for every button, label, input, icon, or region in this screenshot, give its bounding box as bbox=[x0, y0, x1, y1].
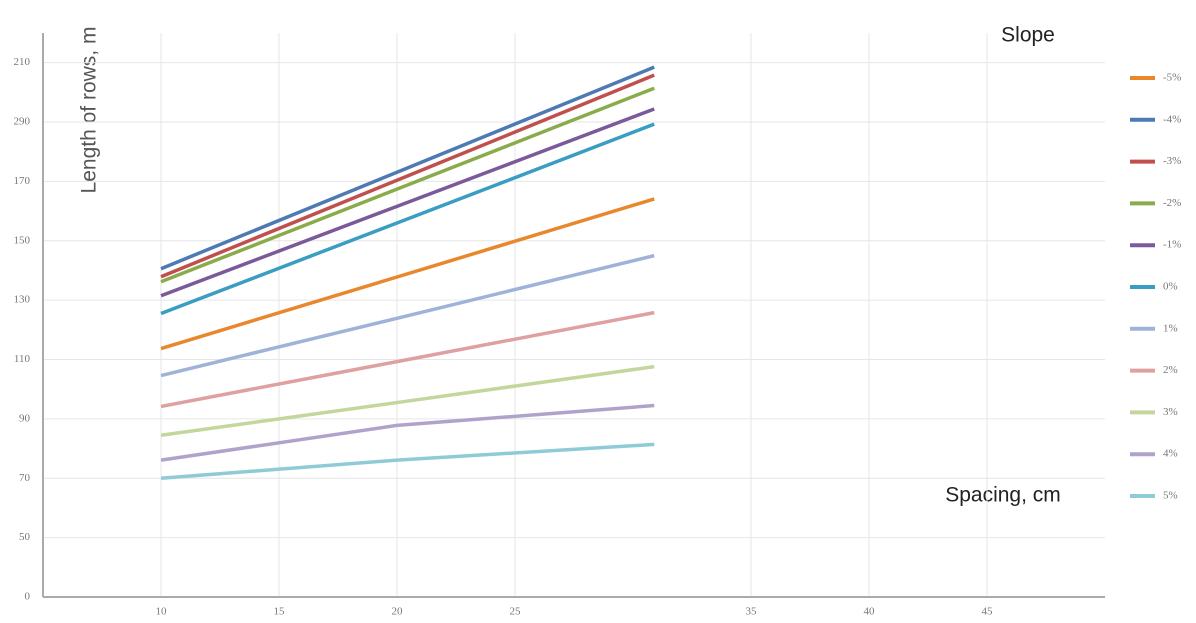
legend-label: 4% bbox=[1163, 448, 1178, 460]
legend-label: -5% bbox=[1163, 72, 1181, 84]
legend-label: 0% bbox=[1163, 281, 1178, 293]
x-tick-label: 40 bbox=[864, 606, 876, 618]
series-line bbox=[160, 86, 655, 284]
y-tick-label: 50 bbox=[19, 531, 31, 543]
y-tick-label: 90 bbox=[19, 412, 31, 424]
y-origin-label: 0 bbox=[25, 591, 31, 603]
x-tick-label: 15 bbox=[274, 606, 286, 618]
legend-label: 3% bbox=[1163, 406, 1178, 418]
x-tick-label: 45 bbox=[982, 606, 994, 618]
series-line bbox=[160, 107, 655, 298]
x-tick-label: 10 bbox=[156, 606, 168, 618]
x-tick-label: 25 bbox=[510, 606, 522, 618]
y-tick-label: 70 bbox=[19, 472, 31, 484]
y-tick-label: 110 bbox=[14, 353, 31, 365]
series-line bbox=[160, 442, 655, 481]
y-axis-label: Length of rows, m bbox=[78, 27, 101, 194]
legend-label: 1% bbox=[1163, 322, 1178, 334]
series-line bbox=[160, 310, 655, 409]
x-axis-label: Spacing, cm bbox=[945, 484, 1061, 507]
y-tick-label: 130 bbox=[14, 294, 31, 306]
x-tick-label: 20 bbox=[392, 606, 404, 618]
series-line bbox=[160, 122, 655, 316]
legend-label: -2% bbox=[1163, 197, 1181, 209]
y-tick-label: 290 bbox=[14, 116, 31, 128]
series-line bbox=[160, 73, 655, 279]
legend-title: Slope bbox=[1001, 24, 1055, 47]
y-tick-label: 170 bbox=[14, 175, 31, 187]
legend-label: 5% bbox=[1163, 490, 1178, 502]
series-line bbox=[160, 197, 655, 351]
series-line bbox=[160, 253, 655, 378]
series-line bbox=[160, 65, 655, 271]
series-line bbox=[160, 364, 655, 437]
legend-label: -1% bbox=[1163, 239, 1181, 251]
legend-label: 2% bbox=[1163, 364, 1178, 376]
x-tick-label: 35 bbox=[746, 606, 758, 618]
y-tick-label: 210 bbox=[14, 56, 31, 68]
series-line bbox=[160, 403, 655, 462]
legend-label: -3% bbox=[1163, 155, 1181, 167]
legend-label: -4% bbox=[1163, 113, 1181, 125]
y-tick-label: 150 bbox=[14, 234, 31, 246]
